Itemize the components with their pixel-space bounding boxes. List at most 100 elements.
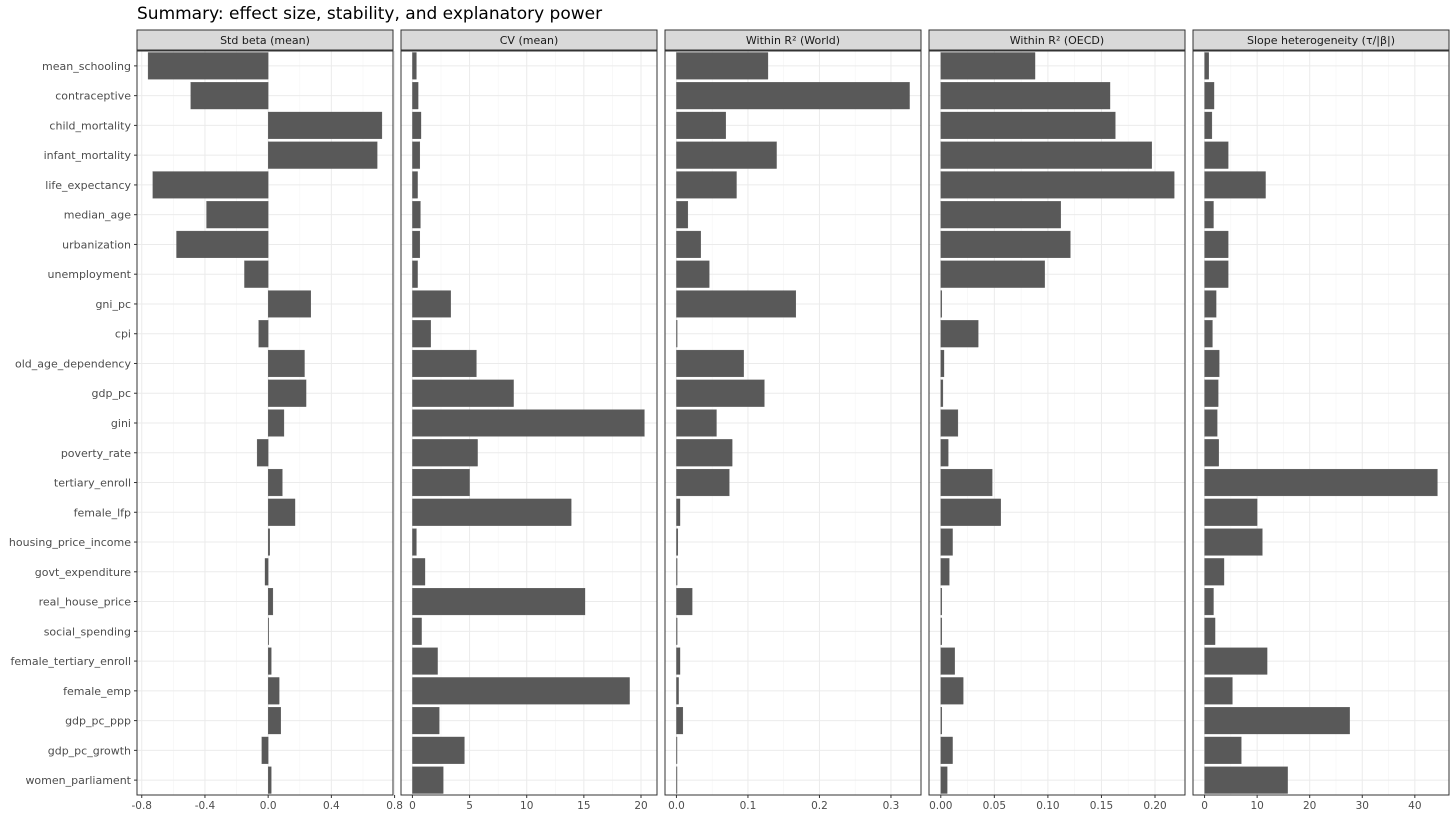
y-tick-label-unemployment: unemployment <box>48 268 132 281</box>
bar-mean-schooling <box>1204 52 1209 80</box>
bar-median-age <box>940 201 1061 229</box>
y-tick-label-child-mortality: child_mortality <box>49 119 131 132</box>
bar-infant-mortality <box>1204 141 1229 169</box>
bar-urbanization <box>940 230 1071 258</box>
bar-govt-expenditure <box>940 558 950 586</box>
bar-gdp-pc-ppp <box>1204 707 1350 735</box>
bar-old-age-dependency <box>412 349 477 378</box>
bar-contraceptive <box>676 82 910 110</box>
y-tick-label-tertiary-enroll: tertiary_enroll <box>54 477 131 490</box>
bar-gni-pc <box>412 290 451 318</box>
facet-strip <box>400 29 658 51</box>
facet-strip-label: CV (mean) <box>500 34 558 47</box>
bar-contraceptive <box>412 82 419 110</box>
x-tick-label: 15 <box>577 800 590 812</box>
bar-female-lfp <box>412 498 572 526</box>
bar-infant-mortality <box>676 141 777 169</box>
bar-contraceptive <box>190 82 269 110</box>
bar-infant-mortality <box>268 141 378 169</box>
x-tick-label: 0.15 <box>1090 800 1113 812</box>
bar-child-mortality <box>412 111 422 139</box>
chart-title: Summary: effect size, stability, and exp… <box>137 4 602 24</box>
bar-gdp-pc-growth <box>1204 736 1242 764</box>
bar-female-lfp <box>268 498 296 526</box>
bar-gini <box>412 409 645 437</box>
facet-panels: Std beta (mean)-0.8 -0.4 0.0 0.4 0.8CV (mean… <box>131 29 1450 812</box>
bar-cpi <box>412 320 431 348</box>
bar-tertiary-enroll <box>940 468 993 497</box>
bar-gini <box>1204 409 1218 437</box>
bar-govt-expenditure <box>1204 558 1225 586</box>
bar-mean-schooling <box>147 52 269 80</box>
bar-gdp-pc-growth <box>261 736 269 764</box>
y-tick-label-gni-pc: gni_pc <box>95 298 131 311</box>
bar-female-lfp <box>676 498 681 526</box>
bar-mean-schooling <box>676 52 769 80</box>
bar-tertiary-enroll <box>268 468 283 497</box>
bar-housing-price-income <box>268 528 270 556</box>
bar-old-age-dependency <box>268 349 305 378</box>
bar-unemployment <box>244 260 269 288</box>
bar-cpi <box>258 320 269 348</box>
bar-old-age-dependency <box>940 349 945 378</box>
bar-real-house-price <box>940 588 943 616</box>
bar-housing-price-income <box>1204 528 1263 556</box>
bar-women-parliament <box>268 766 272 794</box>
bar-female-tertiary-enroll <box>676 647 681 675</box>
panel-border <box>136 50 394 796</box>
x-tick-label: 0.2 <box>811 800 828 812</box>
bar-women-parliament <box>1204 766 1288 794</box>
bar-real-house-price <box>676 588 693 616</box>
bar-female-lfp <box>1204 498 1258 526</box>
y-tick-label-real-house-price: real_house_price <box>39 596 132 609</box>
bar-female-emp <box>1204 677 1233 705</box>
bar-child-mortality <box>676 111 726 139</box>
bar-real-house-price <box>268 588 274 616</box>
bar-urbanization <box>176 230 269 258</box>
y-tick-label-housing-price-income: housing_price_income <box>9 536 131 549</box>
facet-cv-mean: CV (mean) 0 5 10 15 20 <box>400 29 658 812</box>
bar-cpi <box>676 320 678 348</box>
y-tick-label-female-lfp: female_lfp <box>74 506 131 519</box>
facet-strip-label: Within R² (World) <box>746 34 840 47</box>
bar-unemployment <box>412 260 418 288</box>
y-axis-labels: mean_schooling contraceptive child_mortali… <box>9 60 137 787</box>
bar-unemployment <box>676 260 710 288</box>
y-tick-label-poverty-rate: poverty_rate <box>61 447 131 460</box>
facet-slope-heterogeneity: Slope heterogeneity (τ/|β|) 0 10 20 30 40 <box>1192 29 1450 812</box>
bar-life-expectancy <box>412 171 418 199</box>
bar-gdp-pc <box>412 379 514 407</box>
y-tick-label-female-emp: female_emp <box>63 685 131 698</box>
bar-gdp-pc <box>268 379 307 407</box>
facet-strip-label: Std beta (mean) <box>220 34 310 47</box>
bar-govt-expenditure <box>264 558 269 586</box>
bar-social-spending <box>1204 617 1216 645</box>
bar-unemployment <box>940 260 1045 288</box>
facet-within-r-world: Within R² (World) 0.0 0.1 0.2 0.3 <box>664 29 922 812</box>
bar-gdp-pc <box>676 379 765 407</box>
x-tick-label: 0.1 <box>740 800 757 812</box>
bar-contraceptive <box>940 82 1111 110</box>
facet-strip <box>136 29 394 51</box>
bar-median-age <box>412 201 421 229</box>
bar-govt-expenditure <box>676 558 678 586</box>
bar-female-lfp <box>940 498 1001 526</box>
bar-gdp-pc-ppp <box>412 707 440 735</box>
bar-urbanization <box>1204 230 1229 258</box>
bar-life-expectancy <box>1204 171 1266 199</box>
bar-gdp-pc-growth <box>940 736 953 764</box>
bar-real-house-price <box>412 588 586 616</box>
x-tick-label: 10 <box>1250 800 1263 812</box>
bar-gdp-pc <box>1204 379 1219 407</box>
bar-gdp-pc-ppp <box>676 707 684 735</box>
x-tick-label: 0.0 <box>668 800 685 812</box>
bar-life-expectancy <box>152 171 269 199</box>
bar-child-mortality <box>1204 111 1213 139</box>
y-tick-label-urbanization: urbanization <box>62 238 131 251</box>
bar-poverty-rate <box>676 439 733 467</box>
bar-gni-pc <box>940 290 943 318</box>
facet-std-beta-mean: Std beta (mean) -0.8 -0.4 0.0 0.4 0.8 <box>131 29 403 812</box>
bar-life-expectancy <box>676 171 737 199</box>
y-tick-label-gdp-pc-ppp: gdp_pc_ppp <box>65 715 131 728</box>
x-tick-label: 0.10 <box>1036 800 1059 812</box>
